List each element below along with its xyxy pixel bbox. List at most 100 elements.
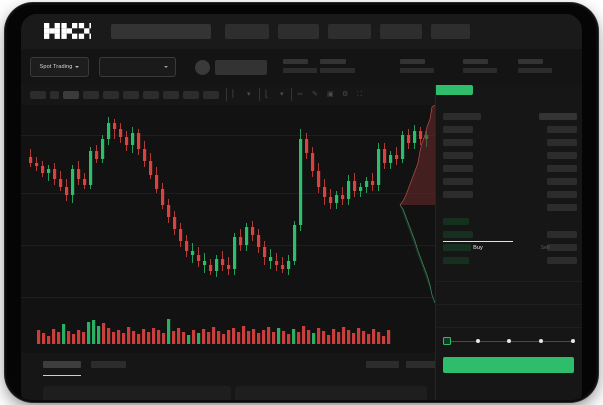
- nav-item-3[interactable]: [328, 24, 371, 39]
- orderbook-ask-row[interactable]: [443, 139, 473, 146]
- gridline: [21, 193, 435, 194]
- line-tool-icon[interactable]: ∾: [297, 91, 303, 98]
- orderbook-ask-row[interactable]: [443, 126, 473, 133]
- gridline: [21, 297, 435, 298]
- orderbook-ask-amount: [539, 113, 577, 120]
- timeframe-button-8[interactable]: [163, 91, 179, 99]
- timeframe-button-5[interactable]: [103, 91, 119, 99]
- orderbook-trade-panel: Buy Sell: [435, 85, 582, 400]
- gridline: [21, 245, 435, 246]
- timeframe-button-9[interactable]: [183, 91, 199, 99]
- timeframe-button-3[interactable]: [63, 91, 79, 99]
- bottom-orders-panel: [21, 353, 439, 400]
- pair-name-placeholder: [215, 60, 267, 75]
- orderbook-ask-row[interactable]: [443, 178, 473, 185]
- orderbook-bid-row[interactable]: [443, 244, 471, 251]
- nav-item-5[interactable]: [431, 24, 470, 39]
- order-form-divider: [435, 304, 582, 305]
- timeframe-button-4[interactable]: [83, 91, 99, 99]
- amount-slider-handle[interactable]: [443, 337, 451, 345]
- pencil-icon[interactable]: ✎: [312, 91, 318, 98]
- stat-label: [463, 59, 488, 64]
- slider-step-dot[interactable]: [507, 338, 511, 343]
- bottom-tab-1[interactable]: [43, 361, 81, 368]
- order-tab-active-indicator: [443, 241, 513, 243]
- submit-buy-button[interactable]: [443, 357, 574, 373]
- orderbook-ask-row[interactable]: [443, 152, 473, 159]
- top-navigation-bar: [21, 14, 582, 49]
- tab-buy[interactable]: Buy: [473, 245, 483, 251]
- stat-value: [518, 68, 552, 73]
- market-depth-overlay: [399, 105, 435, 304]
- gridline: [21, 135, 435, 136]
- nav-item-1[interactable]: [225, 24, 269, 39]
- ticker-stat-3: [400, 59, 434, 73]
- magnet-icon[interactable]: ▣: [327, 91, 334, 98]
- candlestick-series: [29, 117, 429, 277]
- orderbook-bid-amount: [547, 257, 577, 264]
- orderbook-bid-row[interactable]: [443, 231, 473, 238]
- orderbook-ask-amount: [547, 191, 577, 198]
- order-form-divider: [435, 281, 582, 282]
- chevron-down-icon[interactable]: ▾: [247, 91, 251, 98]
- trading-pair-selector[interactable]: [99, 57, 176, 77]
- chevron-down-icon[interactable]: ▾: [280, 91, 284, 98]
- fullscreen-icon[interactable]: ⛶: [357, 91, 362, 98]
- bottom-action-1[interactable]: [366, 361, 399, 368]
- tab-sell[interactable]: Sell: [540, 245, 550, 251]
- coin-avatar: [195, 60, 210, 75]
- ticker-stat-1: [283, 59, 317, 73]
- orderbook-bid-row[interactable]: [443, 257, 469, 264]
- price-chart-pane[interactable]: [21, 105, 435, 353]
- chevron-down-icon: [75, 66, 80, 68]
- bottom-tab-2[interactable]: [91, 361, 126, 368]
- stat-value: [320, 68, 355, 73]
- settings-icon[interactable]: ⚙: [342, 91, 349, 98]
- bottom-action-2[interactable]: [406, 361, 439, 368]
- orderbook-ask-row[interactable]: [443, 165, 473, 172]
- order-form-divider: [435, 327, 582, 328]
- device-screen: Spot Trading: [21, 14, 582, 400]
- stat-label: [283, 59, 308, 64]
- ticker-bar: Spot Trading: [21, 49, 582, 85]
- indicators-icon[interactable]: ⎢: [232, 91, 236, 98]
- timeframe-button-7[interactable]: [143, 91, 159, 99]
- toolbar-divider: [259, 88, 260, 101]
- stat-value: [400, 68, 434, 73]
- timeframe-button-1[interactable]: [30, 91, 46, 99]
- bottom-panel-2[interactable]: [235, 386, 427, 400]
- orderbook-last-price-highlight[interactable]: [435, 85, 473, 95]
- slider-step-dot[interactable]: [571, 338, 575, 343]
- nav-item-4[interactable]: [380, 24, 422, 39]
- orderbook-ask-row[interactable]: [443, 191, 473, 198]
- orderbook-bid-row[interactable]: [443, 218, 469, 225]
- orderbook-ask-amount: [547, 139, 577, 146]
- panel-divider: [435, 85, 436, 400]
- timeframe-button-10[interactable]: [203, 91, 219, 99]
- nav-search-placeholder[interactable]: [111, 24, 211, 39]
- bottom-tab-active-indicator: [43, 375, 81, 376]
- bottom-panel-1[interactable]: [43, 386, 231, 400]
- stat-label: [320, 59, 346, 64]
- toolbar-divider: [291, 88, 292, 101]
- orderbook-bid-amount: [547, 231, 577, 238]
- orderbook-ask-amount: [547, 126, 577, 133]
- device-frame: Spot Trading: [7, 5, 596, 400]
- orderbook-ask-amount: [547, 204, 577, 211]
- trading-mode-label: Spot Trading: [39, 64, 73, 70]
- timeframe-button-2[interactable]: [50, 91, 59, 99]
- chart-type-icon[interactable]: ⎣: [265, 91, 269, 98]
- volume-histogram: [37, 319, 391, 344]
- trading-mode-selector[interactable]: Spot Trading: [30, 57, 89, 77]
- orderbook-ask-amount: [547, 178, 577, 185]
- ticker-stat-2: [320, 59, 355, 73]
- okx-logo[interactable]: [44, 23, 91, 40]
- slider-step-dot[interactable]: [539, 338, 543, 343]
- ticker-stat-5: [518, 59, 552, 73]
- orderbook-ask-row[interactable]: [443, 113, 481, 120]
- slider-step-dot[interactable]: [476, 338, 480, 343]
- stat-label: [400, 59, 425, 64]
- timeframe-button-6[interactable]: [123, 91, 139, 99]
- nav-item-2[interactable]: [278, 24, 319, 39]
